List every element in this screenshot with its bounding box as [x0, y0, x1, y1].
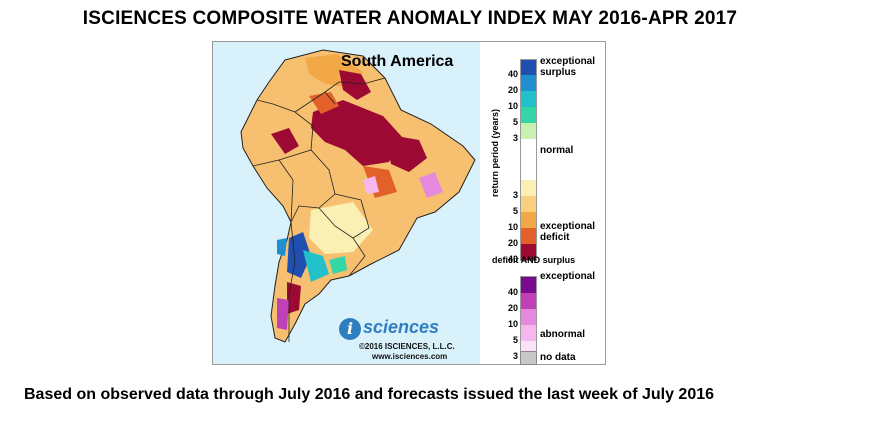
isciences-logo-icon: i	[339, 318, 361, 340]
legend-main-tick: 40	[507, 69, 518, 79]
patch-surplus-andes	[277, 238, 287, 256]
legend-main-tick: 40	[507, 254, 518, 264]
legend-both-tick: 40	[507, 287, 518, 297]
patch-exceptional-east	[385, 134, 427, 172]
legend-nodata-swatch	[520, 351, 537, 365]
patch-pink-northeast	[419, 172, 443, 198]
legend-main-swatch	[520, 244, 537, 261]
patch-pink-central	[363, 176, 379, 194]
legend-both-swatch	[520, 293, 537, 309]
patch-exceptional-west	[271, 128, 299, 154]
legend-both-title: deficit AND surplus	[492, 255, 576, 265]
legend-both-tick: 20	[507, 303, 518, 313]
legend-main-swatch	[520, 75, 537, 91]
patch-red-central	[363, 166, 397, 198]
legend-both-swatch	[520, 325, 537, 341]
legend-main-tick: 3	[512, 133, 518, 143]
legend-main-swatch	[520, 139, 537, 180]
legend: return period (years) exceptional surplu…	[480, 42, 605, 365]
legend-main-tick: 5	[512, 117, 518, 127]
legend-both-tick: 3	[512, 351, 518, 361]
website-url: www.isciences.com	[372, 352, 448, 361]
legend-main-tick: 10	[507, 101, 518, 111]
isciences-wordmark: sciences	[363, 317, 440, 337]
copyright-text: ©2016 ISCIENCES, L.L.C.	[359, 342, 455, 351]
patch-teal-argentina	[303, 250, 329, 282]
legend-both-tick: 5	[512, 335, 518, 345]
map-figure: South America i sciences ©2016 ISCIENCES…	[212, 41, 606, 365]
legend-main-swatch	[520, 180, 537, 196]
legend-both-swatch	[520, 276, 537, 294]
country-borders	[252, 77, 386, 342]
south-america-map	[213, 42, 480, 364]
legend-both-swatch	[520, 309, 537, 325]
legend-nodata-label: no data	[540, 352, 576, 363]
legend-both-tick: 10	[507, 319, 518, 329]
legend-both-bottom-label: abnormal	[540, 329, 586, 340]
legend-main-tick: 3	[512, 190, 518, 200]
legend-deficit-label-1: exceptional	[540, 221, 596, 232]
footer-note: Based on observed data through July 2016…	[24, 386, 715, 403]
legend-main-tick: 20	[507, 85, 518, 95]
legend-both-top-label: exceptional	[540, 271, 596, 282]
legend-main-swatch	[520, 228, 537, 244]
legend-main-swatch	[520, 91, 537, 107]
region-label: South America	[341, 53, 454, 70]
page-title: ISCIENCES COMPOSITE WATER ANOMALY INDEX …	[82, 8, 738, 29]
legend-axis-title: return period (years)	[490, 108, 500, 197]
legend-main-tick: 10	[507, 222, 518, 232]
legend-main-swatch	[520, 196, 537, 212]
patch-magenta-patagonia	[277, 298, 289, 330]
legend-main-swatch	[520, 123, 537, 139]
legend-main-swatch	[520, 59, 537, 76]
legend-surplus-label-1: exceptional	[540, 56, 596, 67]
legend-main-swatch	[520, 107, 537, 123]
legend-main-swatch	[520, 212, 537, 228]
patch-exceptional-amazon	[311, 100, 403, 166]
legend-main-tick: 20	[507, 238, 518, 248]
legend-normal-label: normal	[540, 145, 574, 156]
patch-exceptional-guiana	[339, 70, 371, 100]
patch-teal-pampas	[329, 256, 347, 274]
legend-main-tick: 5	[512, 206, 518, 216]
legend-deficit-label-2: deficit	[540, 232, 570, 243]
patch-purple-patagonia	[287, 282, 301, 314]
copyright-block: ©2016 ISCIENCES, L.L.C. www.isciences.co…	[359, 342, 455, 362]
legend-surplus-label-2: surplus	[540, 67, 577, 78]
